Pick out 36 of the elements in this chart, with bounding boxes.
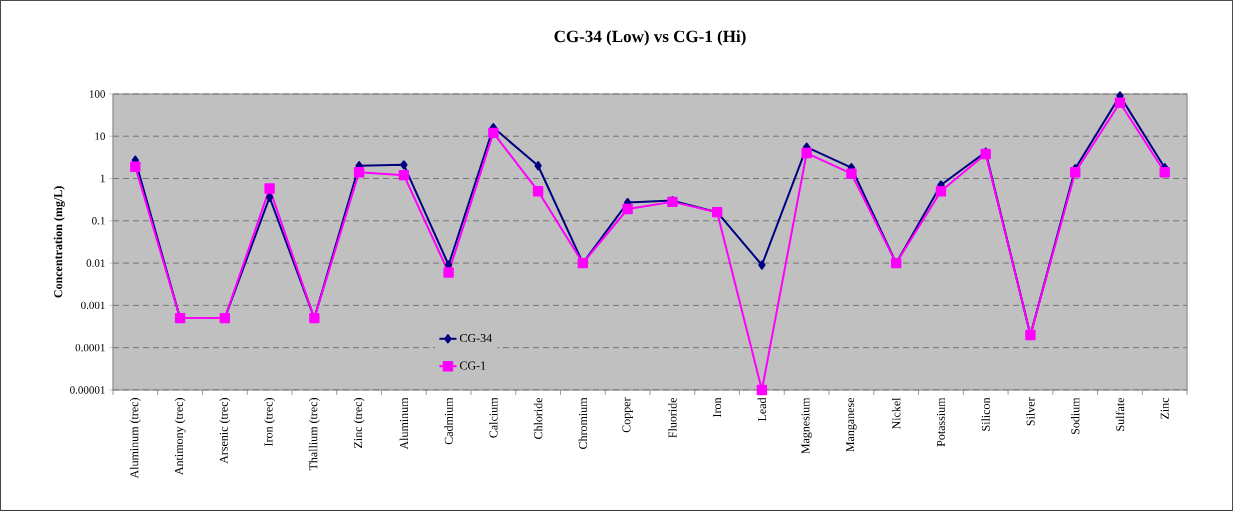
- x-tick-label: Chloride: [533, 397, 543, 440]
- x-tick-label: Manganese: [846, 397, 857, 452]
- x-tick-label: Copper: [622, 397, 633, 433]
- x-tick-label: Sodium: [1070, 397, 1080, 435]
- y-tick-label: 0.0001: [75, 344, 105, 352]
- y-tick-label: 0.1: [92, 217, 105, 225]
- x-tick-label: Arsenic (trec): [219, 398, 231, 464]
- x-tick-label: Aluminum (trec): [129, 398, 141, 479]
- x-tick-label: Zinc (trec): [353, 398, 365, 448]
- x-tick-label: Sulfate: [1115, 397, 1125, 431]
- y-tick-label: 0.00001: [70, 386, 105, 394]
- legend-label: CG-34: [459, 334, 492, 343]
- y-tick-label: 10: [95, 132, 105, 140]
- x-tick-label: Silver: [1026, 397, 1035, 426]
- y-tick-label: 1: [100, 174, 105, 183]
- x-tick-label: Potassium: [936, 397, 945, 447]
- x-tick-label: Chromium: [578, 397, 588, 450]
- x-tick-label: Iron (trec): [264, 398, 276, 447]
- legend-label: CG-1: [459, 361, 486, 370]
- chart-title: CG-34 (Low) vs CG-1 (Hi): [554, 30, 746, 46]
- x-tick-label: Magnesium: [801, 397, 812, 454]
- x-tick-label: Zinc: [1160, 397, 1169, 419]
- x-tick-label: Nickel: [891, 397, 901, 430]
- y-tick-label: 100: [89, 90, 105, 98]
- y-tick-label: 0.01: [86, 259, 105, 267]
- x-tick-label: Fluoride: [668, 397, 677, 438]
- x-tick-label: Thallium (trec): [308, 398, 320, 471]
- x-tick-label: Cadmium: [444, 397, 453, 445]
- x-tick-label: Silicon: [981, 397, 990, 431]
- x-tick-label: Iron: [713, 397, 722, 418]
- x-tick-label: Aluminum: [399, 397, 409, 450]
- x-tick-label: Antimony (trec): [174, 398, 186, 476]
- y-tick-label: 0.001: [81, 301, 105, 310]
- y-axis-title: Concentration (mg/L): [53, 186, 65, 298]
- x-tick-label: Lead: [757, 397, 767, 422]
- x-tick-label: Calcium: [489, 397, 498, 438]
